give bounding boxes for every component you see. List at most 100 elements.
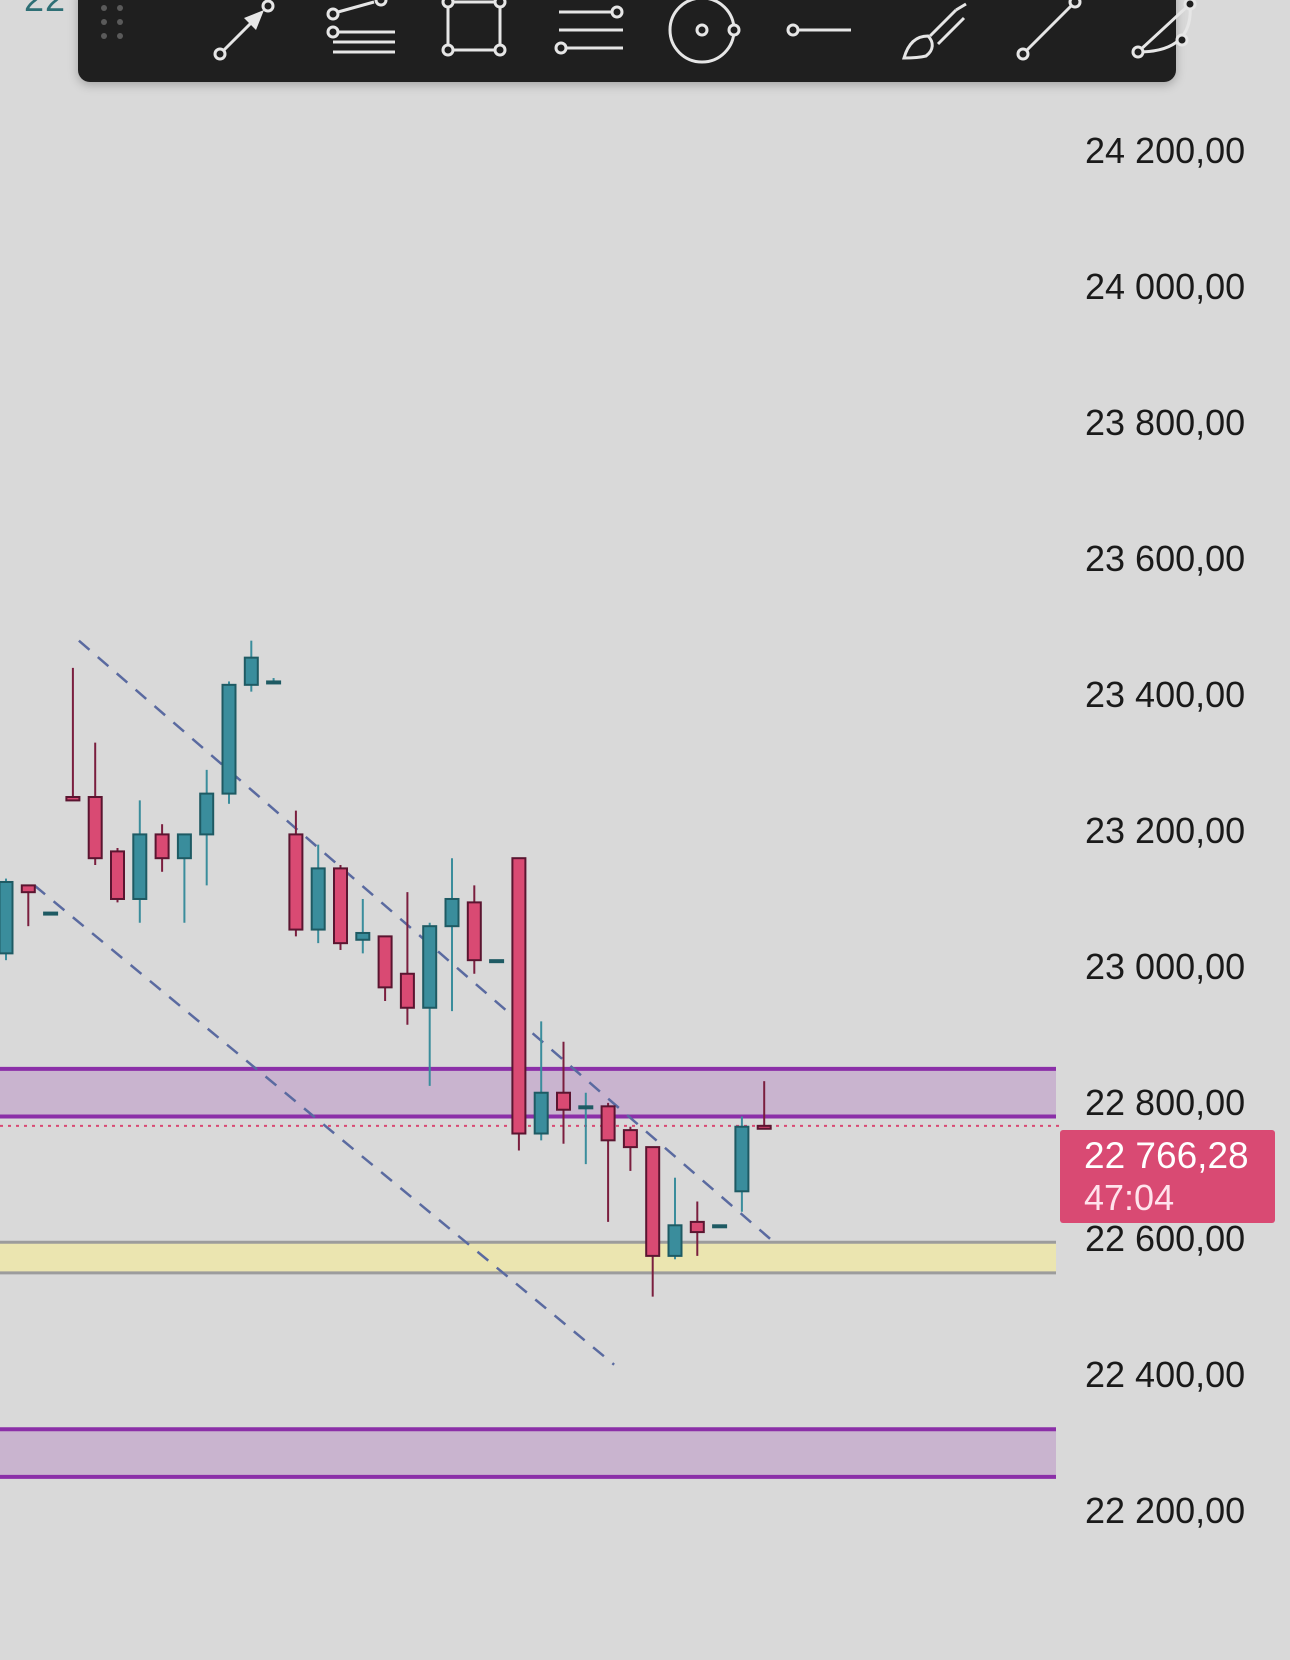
candle-body [377,935,393,989]
candle [65,667,81,802]
candle-body [266,680,282,685]
drawing-toolbar[interactable] [78,0,1197,82]
brush-tool-icon[interactable] [888,0,980,82]
candle [533,1021,549,1141]
candle [712,1224,728,1229]
candle-body [110,850,125,900]
candle [176,833,192,923]
candle [310,844,326,944]
candle-body [20,884,36,894]
candle-body [355,931,371,941]
candle-body [132,833,148,900]
candle-body [734,1125,750,1193]
candle [444,858,460,1012]
candle-body [667,1224,683,1257]
price-axis-label: 22 200,00 [1085,1490,1245,1531]
candle [556,1041,571,1144]
candle [466,885,482,974]
fib-retracement-tool-icon[interactable] [313,0,405,82]
last-price-badge: 22 766,28 47:04 [1060,1130,1275,1223]
candle-body [65,796,81,802]
candle-countdown-timer: 47:04 [1084,1177,1175,1218]
price-axis-label: 23 200,00 [1085,810,1245,851]
candle-body [466,901,482,962]
candle [87,742,103,865]
candle [399,892,415,1025]
candle-body [176,833,192,860]
candle-body [87,796,103,860]
rectangle-tool-icon[interactable] [428,0,520,82]
candle-body [712,1224,728,1229]
price-axis-label: 23 800,00 [1085,402,1245,443]
candle-body [622,1129,638,1149]
candle-body [578,1105,594,1110]
candle-body [689,1220,705,1234]
candle [645,1146,661,1297]
price-axis-label: 23 000,00 [1085,946,1245,987]
candle-body [444,897,460,928]
candle [511,857,527,1151]
candle-body [645,1146,661,1257]
candle [667,1177,683,1260]
trend-line-tool-icon[interactable] [1003,0,1095,82]
zone-yellow-fill [0,1242,1056,1273]
candle [333,864,348,950]
price-axis-label: 24 000,00 [1085,266,1245,307]
candle [689,1201,705,1256]
candle-body [243,656,259,686]
zone-purple-fill [0,1429,1056,1477]
channel-line [33,884,615,1366]
candle [422,922,438,1086]
candle-body [756,1124,772,1130]
candle-body [399,972,415,1009]
candle-body [333,867,348,945]
candle [756,1081,772,1130]
candle-body [154,833,170,860]
candle-body [489,959,505,964]
candle [622,1126,638,1171]
candle-body [288,833,304,931]
candle [0,878,14,961]
arc-tool-icon[interactable] [1118,0,1210,82]
candle [43,911,59,916]
toolbar-grip-handle[interactable] [92,0,132,82]
candle [243,640,259,692]
candle-body [556,1091,571,1111]
candle [20,884,36,927]
candle [600,1102,616,1222]
candle-body [0,880,14,955]
candle [154,824,170,872]
candle-body [533,1091,549,1135]
candle-body [43,911,59,916]
price-axis-label: 24 200,00 [1085,130,1245,171]
candle [734,1116,750,1212]
parallel-channel-tool-icon[interactable] [543,0,635,82]
price-axis-label: 23 600,00 [1085,538,1245,579]
candle-body [511,857,527,1135]
price-axis-label: 22 400,00 [1085,1354,1245,1395]
arrow-tool-icon[interactable] [198,0,290,82]
price-axis-label: 23 400,00 [1085,674,1245,715]
circle-tool-icon[interactable] [658,0,750,82]
candle [288,810,304,937]
candle [132,800,148,923]
last-price-value: 22 766,28 [1084,1135,1249,1176]
corner-label: 22 [24,0,66,20]
candle [489,959,505,964]
horizontal-ray-tool-icon[interactable] [773,0,865,82]
candle [578,1092,594,1165]
candle-body [221,683,237,795]
candle-body [422,925,438,1009]
price-axis-label: 22 600,00 [1085,1218,1245,1259]
candle [355,898,371,954]
support-resistance-zones [0,1066,1056,1479]
candle-body [600,1105,616,1142]
price-axis[interactable]: 22 200,00 22 400,00 22 600,00 22 800,00 23 0… [1085,130,1245,1531]
candle [377,935,393,1001]
zone-purple-fill [0,1068,1056,1117]
candle-body [199,792,215,836]
candle [110,847,125,903]
price-axis-label: 22 800,00 [1085,1082,1245,1123]
candle-body [310,867,326,931]
